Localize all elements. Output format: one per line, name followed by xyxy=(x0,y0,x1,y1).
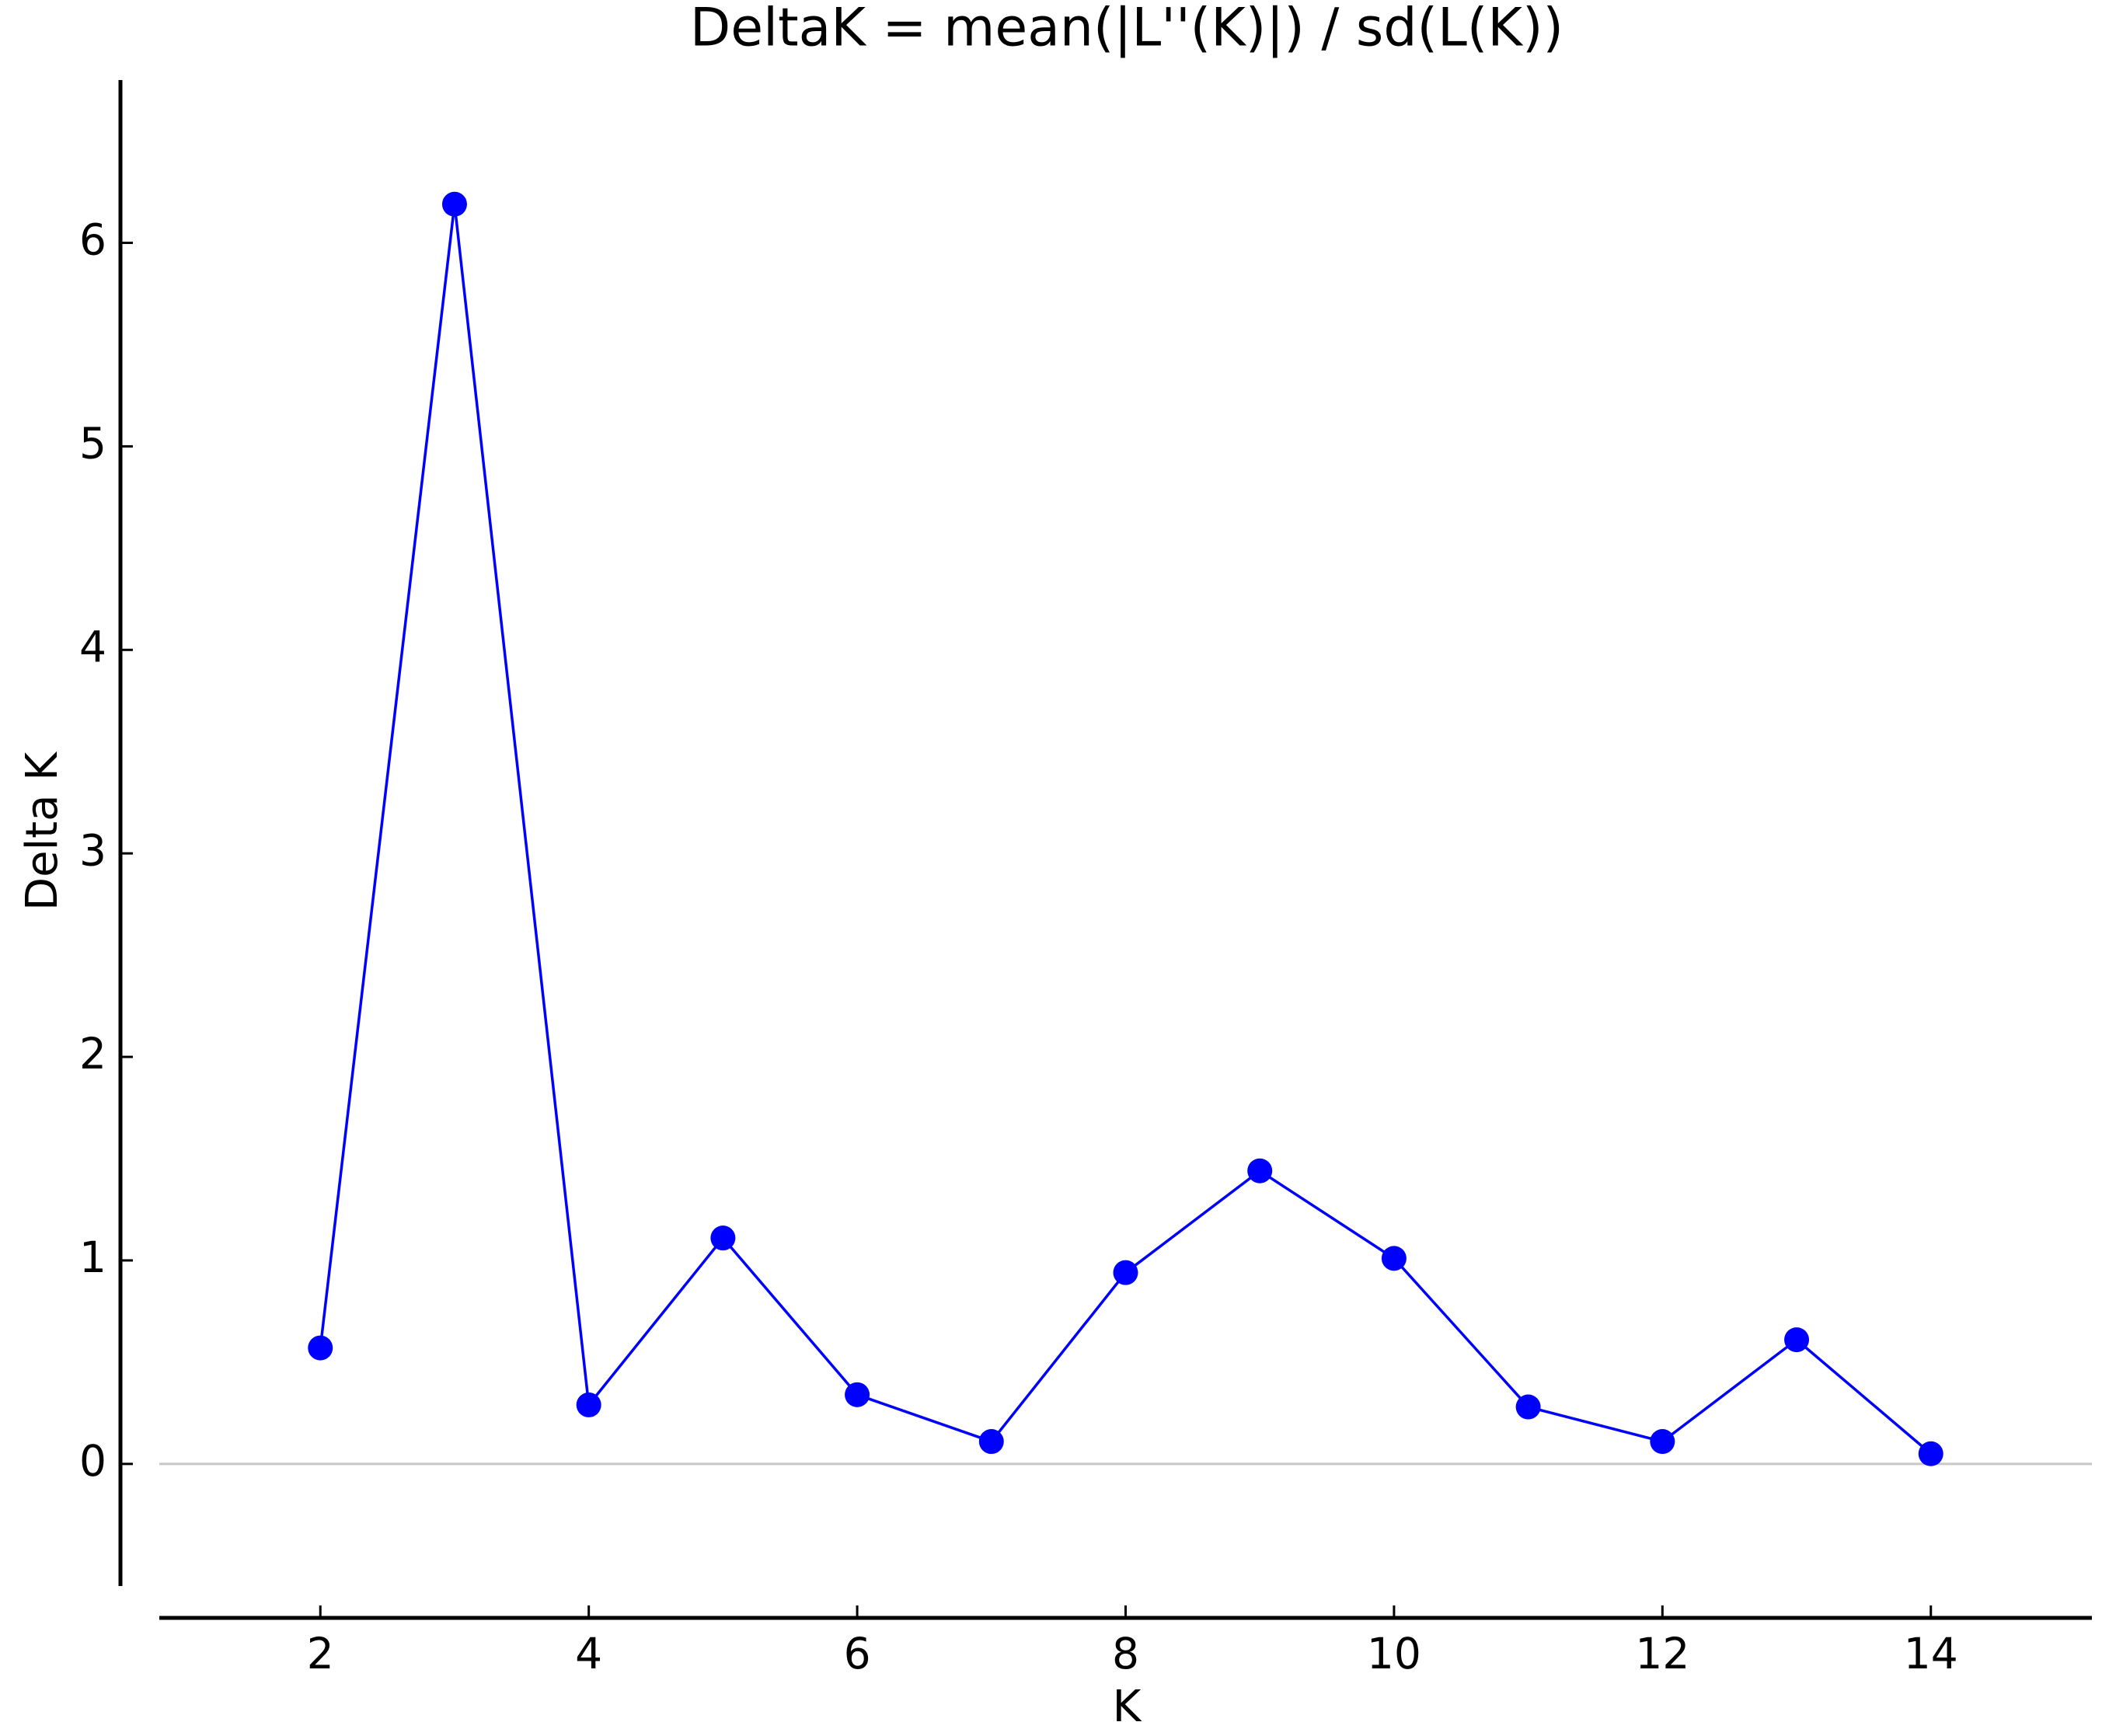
x-tick-label: 2 xyxy=(307,1629,334,1678)
x-tick-label: 14 xyxy=(1904,1629,1958,1678)
y-tick-label: 3 xyxy=(79,825,106,875)
y-tick-label: 5 xyxy=(79,419,106,469)
x-tick-label: 4 xyxy=(575,1629,602,1678)
chart-title: DeltaK = mean(|L''(K)|) / sd(L(K)) xyxy=(690,0,1563,59)
x-tick-label: 8 xyxy=(1112,1629,1139,1678)
data-point xyxy=(1113,1260,1138,1285)
data-point xyxy=(1918,1441,1943,1466)
data-point xyxy=(1381,1246,1407,1271)
data-point xyxy=(1784,1327,1810,1353)
data-point xyxy=(710,1225,736,1251)
data-point xyxy=(845,1382,870,1407)
x-tick-label: 12 xyxy=(1635,1629,1689,1678)
y-tick-label: 2 xyxy=(79,1029,106,1079)
y-tick-label: 4 xyxy=(79,622,106,671)
data-point xyxy=(576,1392,601,1417)
x-tick-label: 6 xyxy=(844,1629,871,1678)
y-axis-label: Delta K xyxy=(17,751,68,911)
x-axis-label: K xyxy=(1113,1682,1142,1732)
x-tick-label: 10 xyxy=(1367,1629,1421,1678)
y-tick-label: 1 xyxy=(79,1232,106,1282)
data-point xyxy=(978,1429,1004,1455)
y-tick-label: 0 xyxy=(79,1436,106,1486)
y-tick-label: 6 xyxy=(79,215,106,265)
data-point xyxy=(1650,1429,1675,1455)
data-point xyxy=(441,191,467,217)
data-point xyxy=(1247,1158,1273,1183)
data-point xyxy=(1515,1394,1541,1420)
data-point xyxy=(308,1335,333,1361)
